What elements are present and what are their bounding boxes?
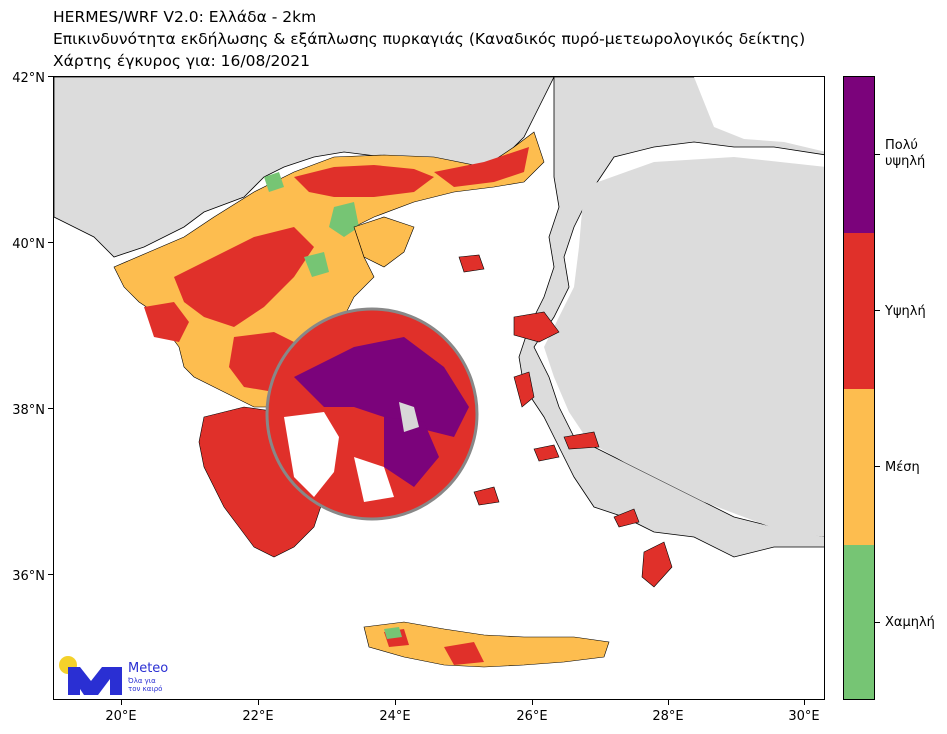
map-canvas xyxy=(54,77,824,699)
map-panel[interactable] xyxy=(53,76,825,700)
legend-label-very-high-line1: Πολύ xyxy=(885,138,918,153)
risk-colorbar xyxy=(843,76,875,700)
lat-tick-mark xyxy=(48,574,53,575)
map-subtitle: Επικινδυνότητα εκδήλωσης & εξάπλωσης πυρ… xyxy=(53,30,806,48)
legend-label-low: Χαμηλή xyxy=(885,615,935,630)
colorbar-tick xyxy=(875,622,880,623)
map-valid-date: Χάρτης έγκυρος για: 16/08/2021 xyxy=(53,52,310,70)
lon-tick-mark xyxy=(804,700,805,705)
lat-tick-mark xyxy=(48,242,53,243)
lon-tick-mark xyxy=(258,700,259,705)
colorbar-medium xyxy=(844,389,874,545)
lat-tick-38: 38°N xyxy=(12,403,45,418)
colorbar-tick xyxy=(875,154,880,155)
lon-tick-mark xyxy=(395,700,396,705)
colorbar-high xyxy=(844,233,874,389)
attica-magnifier xyxy=(265,307,479,521)
balkans-land xyxy=(54,77,555,258)
legend-label-medium: Μέση xyxy=(885,460,920,475)
lon-tick-mark xyxy=(668,700,669,705)
colorbar-low xyxy=(844,545,874,699)
legend-label-very-high: Πολύ υψηλή xyxy=(885,138,925,170)
lon-tick-mark xyxy=(121,700,122,705)
lon-tick-24: 24°E xyxy=(379,709,411,724)
meteo-logo[interactable]: Meteo Όλα για τον καιρό xyxy=(58,655,178,697)
legend-label-very-high-line2: υψηλή xyxy=(885,154,926,169)
lat-tick-mark xyxy=(48,408,53,409)
meteo-logo-mark xyxy=(59,656,122,695)
meteo-tagline-2: τον καιρό xyxy=(128,685,163,693)
lon-tick-mark xyxy=(532,700,533,705)
lon-tick-20: 20°E xyxy=(105,709,137,724)
lat-tick-mark xyxy=(48,76,53,77)
meteo-brand: Meteo xyxy=(128,661,169,676)
lon-tick-26: 26°E xyxy=(516,709,548,724)
lat-tick-36: 36°N xyxy=(12,569,45,584)
meteo-tagline: Όλα για τον καιρό xyxy=(128,677,162,693)
meteo-tagline-1: Όλα για xyxy=(128,677,156,685)
lon-tick-28: 28°E xyxy=(652,709,684,724)
lat-tick-40: 40°N xyxy=(12,237,45,252)
crete xyxy=(363,621,610,668)
lon-tick-30: 30°E xyxy=(788,709,820,724)
lon-tick-22: 22°E xyxy=(242,709,274,724)
map-title: HERMES/WRF V2.0: Ελλάδα - 2km xyxy=(53,8,317,26)
colorbar-very-high xyxy=(844,77,874,233)
colorbar-tick xyxy=(875,310,880,311)
colorbar-tick xyxy=(875,466,880,467)
lat-tick-42: 42°N xyxy=(12,71,45,86)
legend-label-high: Υψηλή xyxy=(885,304,926,319)
